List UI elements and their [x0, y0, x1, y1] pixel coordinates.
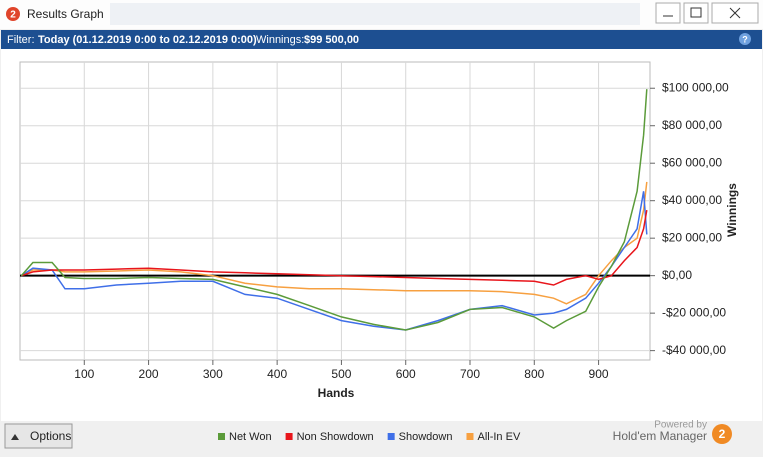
- help-icon: ?: [742, 34, 748, 44]
- options-arrow: [11, 434, 19, 440]
- filter-label: Filter:: [7, 34, 35, 46]
- x-tick-label: 800: [524, 367, 544, 381]
- legend-label: Showdown: [399, 431, 453, 443]
- plot-area: [19, 61, 651, 361]
- window-controls[interactable]: [655, 2, 759, 24]
- y-tick-label: $40 000,00: [662, 193, 722, 207]
- plot: [20, 62, 655, 365]
- x-tick-label: 200: [139, 367, 159, 381]
- winnings-value: $99 500,00: [304, 34, 359, 46]
- y-tick-label: -$40 000,00: [662, 343, 726, 357]
- brand-logo-text: 2: [719, 427, 726, 441]
- x-tick-label: 700: [460, 367, 480, 381]
- x-tick-label: 900: [589, 367, 609, 381]
- filter-range: Today (01.12.2019 0:00 to 02.12.2019 0:0…: [38, 34, 257, 46]
- y-tick-label: -$20 000,00: [662, 305, 726, 319]
- series-line: [20, 191, 648, 331]
- legend-swatch: [466, 433, 474, 440]
- maximize-button[interactable]: [683, 2, 709, 24]
- legend-label: All-In EV: [477, 431, 520, 443]
- window-title: Results Graph: [27, 7, 104, 21]
- winnings-label: Winnings:: [256, 34, 304, 46]
- legend-label: Net Won: [229, 431, 272, 443]
- app-icon-text: 2: [10, 10, 16, 21]
- y-tick-label: $20 000,00: [662, 230, 722, 244]
- options-label: Options: [30, 429, 71, 443]
- close-icon: [729, 7, 741, 19]
- y-tick-label: $80 000,00: [662, 118, 722, 132]
- help-button[interactable]: [739, 33, 751, 45]
- legend-swatch: [218, 433, 225, 440]
- powered-by: Powered by: [654, 420, 707, 431]
- x-tick-label: 300: [203, 367, 223, 381]
- y-tick-label: $0,00: [662, 268, 692, 282]
- legend-swatch: [285, 433, 293, 440]
- brand-name: Hold'em Manager: [613, 429, 707, 443]
- legend: Net Won Non Showdown Showdown All-In EV: [218, 431, 521, 443]
- maximize-icon: [690, 7, 702, 18]
- y-axis-title: Winnings: [725, 183, 739, 237]
- background-blur: [110, 3, 640, 25]
- filter-bar: [1, 30, 762, 49]
- legend-swatch: [387, 433, 395, 440]
- x-tick-label: 100: [74, 367, 94, 381]
- series-line: [20, 181, 648, 305]
- x-axis-title: Hands: [318, 386, 355, 400]
- y-tick-label: $100 000,00: [662, 80, 729, 94]
- x-tick-label: 500: [331, 367, 351, 381]
- y-tick-label: $60 000,00: [662, 155, 722, 169]
- brand-logo: [712, 424, 732, 444]
- x-tick-label: 400: [267, 367, 287, 381]
- series-line: [20, 89, 648, 331]
- minimize-button[interactable]: [655, 2, 681, 24]
- app-icon: [6, 7, 20, 21]
- x-tick-label: 600: [396, 367, 416, 381]
- legend-label: Non Showdown: [297, 431, 374, 443]
